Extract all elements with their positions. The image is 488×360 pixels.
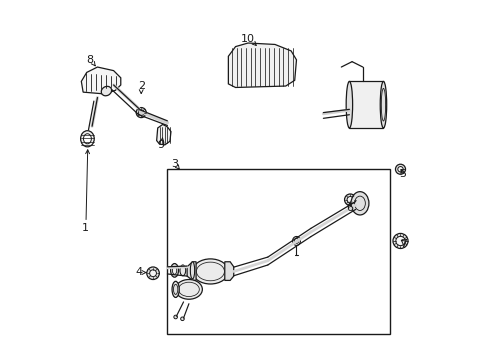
Polygon shape [224, 262, 233, 280]
Text: 9: 9 [158, 140, 164, 150]
Ellipse shape [397, 167, 403, 172]
Ellipse shape [392, 233, 407, 248]
Ellipse shape [344, 194, 355, 206]
Ellipse shape [180, 265, 185, 276]
Ellipse shape [346, 197, 353, 203]
Ellipse shape [380, 81, 386, 128]
Ellipse shape [138, 110, 143, 115]
Ellipse shape [180, 317, 184, 320]
Text: 1: 1 [81, 224, 88, 233]
Bar [167, 169, 389, 334]
Text: 8: 8 [86, 55, 94, 65]
Ellipse shape [395, 236, 405, 246]
Ellipse shape [83, 134, 91, 144]
Text: 4: 4 [135, 267, 142, 277]
Ellipse shape [149, 270, 156, 276]
Bar [349, 81, 383, 128]
Polygon shape [81, 67, 121, 94]
Text: 7: 7 [400, 239, 407, 249]
Ellipse shape [170, 264, 178, 277]
Ellipse shape [175, 279, 202, 299]
Ellipse shape [172, 281, 179, 297]
Ellipse shape [346, 81, 352, 128]
Ellipse shape [292, 237, 300, 246]
Ellipse shape [350, 192, 368, 215]
Text: 6: 6 [346, 203, 352, 213]
Ellipse shape [174, 315, 177, 319]
Text: 2: 2 [138, 81, 145, 91]
Ellipse shape [136, 108, 146, 118]
Ellipse shape [172, 266, 176, 274]
Ellipse shape [190, 262, 194, 279]
Polygon shape [156, 125, 171, 145]
Ellipse shape [146, 267, 159, 279]
Polygon shape [187, 262, 196, 280]
Text: 5: 5 [398, 168, 405, 179]
Ellipse shape [192, 259, 228, 284]
Polygon shape [228, 43, 296, 87]
Ellipse shape [101, 86, 111, 96]
Text: 10: 10 [241, 34, 255, 44]
Ellipse shape [395, 164, 405, 174]
Text: 3: 3 [171, 159, 178, 169]
Ellipse shape [81, 131, 94, 147]
